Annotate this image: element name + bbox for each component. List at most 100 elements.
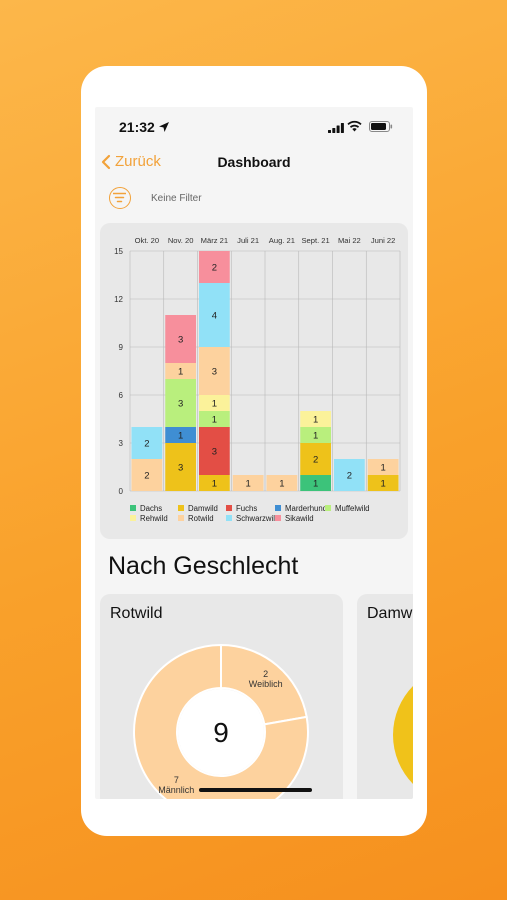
data-label: 3 <box>178 335 183 346</box>
bar-segment <box>300 443 331 475</box>
bar-segment <box>165 363 196 379</box>
data-label: 2 <box>347 471 352 482</box>
legend-swatch <box>275 505 281 511</box>
bar-segment <box>367 459 399 475</box>
y-tick-label: 3 <box>119 439 124 448</box>
donut-hole <box>178 689 264 775</box>
data-label: 1 <box>380 479 385 490</box>
legend-label: Schwarzwild <box>236 514 279 523</box>
legend-swatch <box>325 505 331 511</box>
bar-segment <box>199 427 230 475</box>
legend-swatch <box>275 515 281 521</box>
y-tick-label: 6 <box>119 391 124 400</box>
data-label: 3 <box>178 399 183 410</box>
chevron-left-icon <box>101 154 111 169</box>
x-tick-label: März 21 <box>201 236 228 245</box>
legend-label: Rehwild <box>140 514 168 523</box>
bar-segment <box>199 347 230 395</box>
x-tick-label: Mai 22 <box>338 236 361 245</box>
wifi-icon <box>347 120 362 132</box>
y-tick-label: 15 <box>114 247 123 256</box>
status-bar: 21:32 <box>95 107 413 145</box>
legend-swatch <box>226 515 232 521</box>
data-label: 2 <box>212 263 217 274</box>
x-tick-label: Nov. 20 <box>168 236 194 245</box>
bar-segment <box>300 427 331 443</box>
donut-card-damwild[interactable]: Damwild <box>357 594 413 799</box>
bar-segment <box>165 315 196 363</box>
legend-swatch <box>178 505 184 511</box>
app-screen: 21:32 Zurück Dashboard <box>95 107 413 799</box>
data-label: 3 <box>212 447 217 458</box>
donut-card-rotwild[interactable]: Rotwild 2 Weiblich 7 Männlich 9 <box>100 594 343 799</box>
legend-label: Fuchs <box>236 504 257 513</box>
y-tick-label: 9 <box>119 343 124 352</box>
battery-icon <box>369 121 393 132</box>
section-title: Nach Geschlecht <box>108 552 299 580</box>
data-label: 1 <box>178 367 183 378</box>
x-tick-label: Juli 21 <box>237 236 259 245</box>
donut-segment <box>133 643 309 799</box>
data-label: 2 <box>144 471 149 482</box>
bar-segment <box>199 475 230 491</box>
bar-segment <box>131 459 163 491</box>
bar-segment <box>199 283 230 347</box>
chart-card: 0 3 6 9 12 15 Okt. 20 Nov. 20 März 21 Juli 21 Aug.… <box>100 223 408 539</box>
bar-segment <box>199 395 230 411</box>
legend-label: Sikawild <box>285 514 314 523</box>
segment-name-label: Weiblich <box>249 679 283 689</box>
y-tick-label: 12 <box>114 295 123 304</box>
data-label: 2 <box>144 439 149 450</box>
data-label: 3 <box>178 463 183 474</box>
data-label: 2 <box>313 455 318 466</box>
data-label: 3 <box>212 367 217 378</box>
x-tick-label: Okt. 20 <box>135 236 159 245</box>
bar-segment <box>367 475 399 491</box>
donut-chart-damwild <box>393 665 413 799</box>
donut-card-title: Damwild <box>367 605 413 622</box>
back-button-label: Zurück <box>115 153 161 170</box>
filter-button[interactable] <box>109 187 131 209</box>
status-time: 21:32 <box>119 119 155 135</box>
back-button[interactable]: Zurück <box>101 153 161 170</box>
bar-segment <box>334 459 365 491</box>
data-label: 1 <box>313 479 318 490</box>
data-label: 1 <box>178 431 183 442</box>
data-label: 4 <box>212 311 217 322</box>
legend-label: Dachs <box>140 504 162 513</box>
data-label: 1 <box>245 479 250 490</box>
legend-label: Muffelwild <box>335 504 370 513</box>
legend-swatch <box>130 515 136 521</box>
donut-card-title: Rotwild <box>110 605 163 622</box>
segment-name-label: Männlich <box>158 785 194 795</box>
legend-swatch <box>178 515 184 521</box>
donut-total: 9 <box>213 717 229 748</box>
data-label: 1 <box>313 415 318 426</box>
data-label: 1 <box>212 479 217 490</box>
data-label: 1 <box>313 431 318 442</box>
x-tick-label: Aug. 21 <box>269 236 295 245</box>
bar-segment <box>266 475 298 491</box>
bar-segment <box>199 251 230 283</box>
data-label: 1 <box>380 463 385 474</box>
bar-segment <box>199 411 230 427</box>
x-tick-label: Juni 22 <box>371 236 396 245</box>
legend-label: Rotwild <box>188 514 214 523</box>
legend-label: Damwild <box>188 504 218 513</box>
cellular-signal-icon <box>328 123 344 133</box>
legend-swatch <box>226 505 232 511</box>
bar-segment <box>165 443 196 491</box>
bar-segment <box>300 475 331 491</box>
data-label: 1 <box>212 399 217 410</box>
legend-swatch <box>130 505 136 511</box>
location-arrow-icon <box>159 122 169 132</box>
data-label: 1 <box>279 479 284 490</box>
x-tick-label: Sept. 21 <box>301 236 329 245</box>
filter-icon <box>113 192 126 203</box>
bar-segment <box>232 475 264 491</box>
legend-label: Marderhund <box>285 504 327 513</box>
navigation-bar: Zurück Dashboard <box>95 147 413 177</box>
y-tick-label: 0 <box>119 487 124 496</box>
bar-segment <box>300 411 331 427</box>
